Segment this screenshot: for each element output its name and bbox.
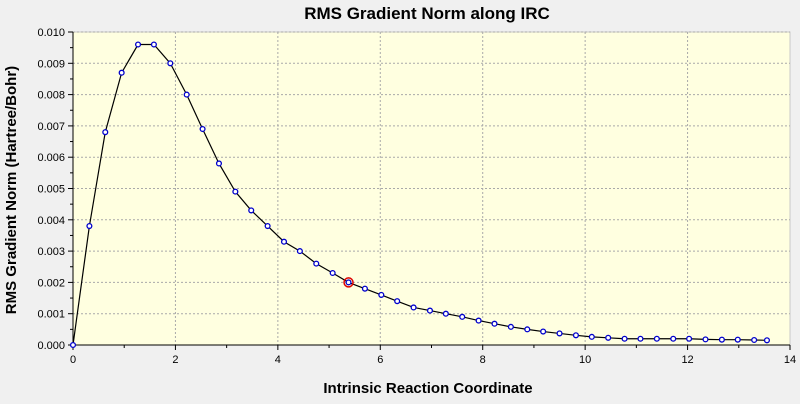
data-point — [459, 313, 466, 320]
data-point — [296, 248, 303, 255]
data-point — [572, 332, 579, 339]
x-tick-label: 8 — [480, 354, 486, 366]
highlight-point — [343, 277, 354, 288]
data-point — [475, 317, 482, 324]
data-point — [69, 341, 77, 349]
data-point — [507, 323, 514, 330]
data-point — [329, 269, 336, 277]
data-point — [361, 285, 368, 292]
data-point — [394, 298, 401, 305]
data-point — [751, 336, 758, 344]
x-axis-label: Intrinsic Reaction Coordinate — [323, 380, 532, 397]
y-tick-label: 0.010 — [37, 27, 65, 39]
data-point — [199, 125, 206, 133]
data-point — [653, 335, 660, 342]
data-point — [118, 69, 125, 76]
data-point — [734, 336, 741, 343]
grid — [73, 31, 790, 345]
data-point — [232, 188, 239, 195]
data-point — [378, 291, 385, 298]
data-point — [702, 336, 709, 343]
data-point — [280, 238, 288, 245]
y-tick-label: 0.009 — [37, 58, 65, 70]
data-point — [442, 310, 449, 317]
data-point — [345, 279, 352, 286]
data-point — [183, 91, 190, 98]
data-point — [134, 41, 142, 48]
data-point — [264, 223, 271, 230]
data-point — [86, 223, 93, 230]
y-tick-label: 0.004 — [37, 215, 65, 227]
y-tick-label: 0.006 — [37, 152, 65, 164]
data-point — [524, 326, 531, 333]
x-tick-label: 0 — [70, 354, 76, 366]
data-point — [670, 335, 677, 342]
y-axis-label: RMS Gradient Norm (Hartree/Bohr) — [3, 66, 20, 314]
data-point — [540, 328, 547, 335]
data-point — [637, 335, 644, 342]
data-point — [248, 207, 255, 214]
data-point — [686, 335, 693, 342]
y-tick-label: 0.005 — [37, 184, 65, 196]
data-point — [605, 334, 612, 341]
data-point — [556, 330, 563, 337]
data-point — [621, 335, 628, 342]
y-tick-label: 0.008 — [37, 90, 65, 102]
data-point — [102, 129, 109, 136]
data-point — [410, 304, 417, 311]
data-point — [215, 160, 223, 167]
y-tick-label: 0.000 — [37, 340, 65, 352]
y-tick-label: 0.001 — [37, 309, 65, 321]
series — [69, 41, 771, 349]
data-point — [588, 333, 595, 340]
x-tick-label: 14 — [784, 354, 796, 366]
data-point — [150, 41, 157, 48]
y-tick-label: 0.002 — [37, 277, 65, 289]
tick-labels: 0 2 4 6 8 10 12 14 0.000 0.001 0.002 0.003 0.004 0.00… — [37, 27, 796, 366]
x-tick-label: 2 — [172, 354, 178, 366]
x-tick-label: 4 — [275, 354, 281, 366]
data-point — [763, 337, 771, 344]
y-tick-label: 0.007 — [37, 121, 65, 133]
y-tick-label: 0.003 — [37, 246, 65, 258]
data-point — [167, 60, 174, 67]
data-point — [313, 260, 320, 267]
x-tick-label: 10 — [579, 354, 591, 366]
data-point — [426, 307, 434, 314]
x-tick-label: 12 — [681, 354, 693, 366]
data-point — [491, 320, 498, 327]
x-tick-label: 6 — [377, 354, 383, 366]
chart-title: RMS Gradient Norm along IRC — [304, 4, 550, 23]
data-point — [718, 336, 725, 343]
